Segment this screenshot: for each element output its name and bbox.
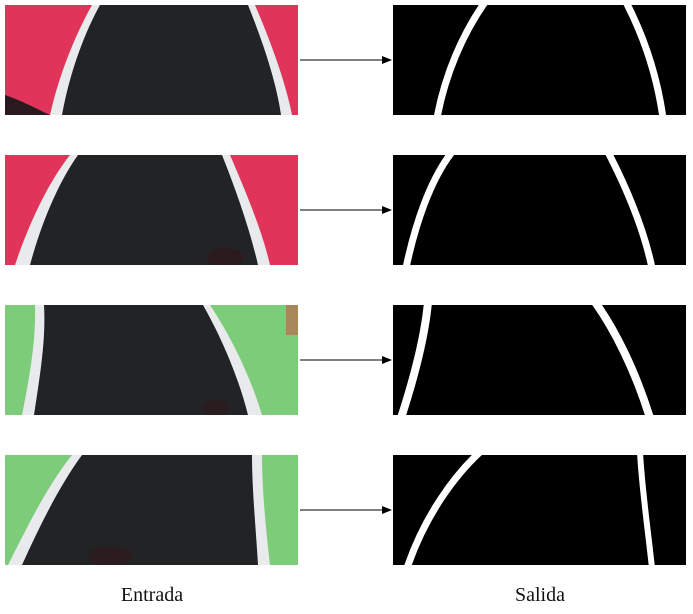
output-mask-2 [393, 155, 686, 265]
output-mask-1 [393, 5, 686, 115]
input-image-1 [5, 5, 298, 115]
input-label: Entrada [120, 584, 184, 606]
output-mask-4 [393, 455, 686, 565]
output-label: Salida [515, 584, 565, 606]
input-image-3 [5, 305, 298, 415]
output-mask-3 [393, 305, 686, 415]
input-image-4 [5, 455, 298, 565]
input-image-2 [5, 155, 298, 265]
